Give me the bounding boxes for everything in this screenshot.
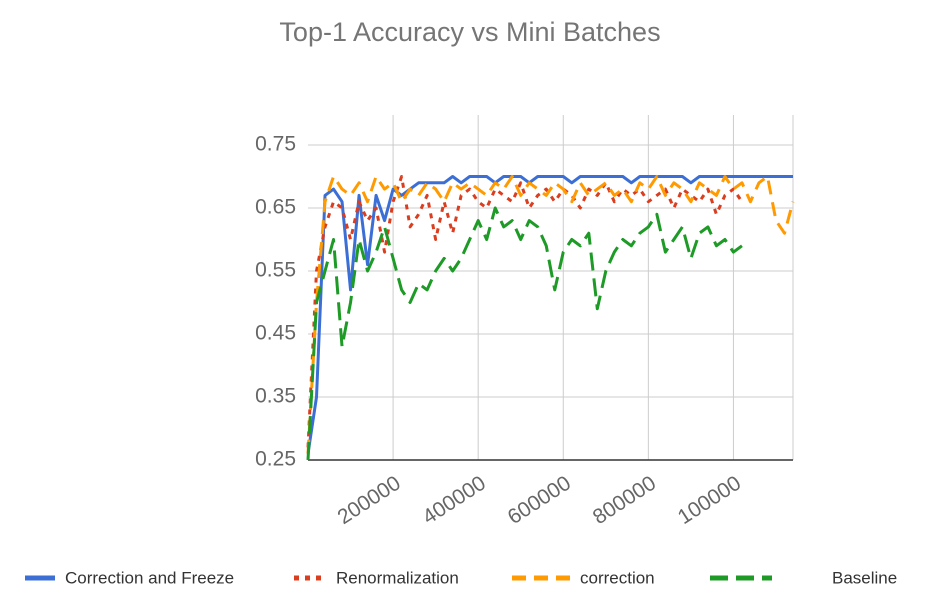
x-tick-label: 800000 bbox=[589, 472, 660, 529]
legend-label: Baseline bbox=[832, 568, 897, 587]
x-tick-label: 100000 bbox=[674, 472, 745, 529]
legend-label: correction bbox=[580, 568, 655, 587]
legend-label: Renormalization bbox=[336, 568, 459, 587]
y-tick-label: 0.25 bbox=[255, 448, 296, 471]
series-line bbox=[306, 175, 744, 448]
chart-title: Top-1 Accuracy vs Mini Batches bbox=[279, 17, 660, 47]
series-line bbox=[306, 206, 743, 461]
x-tick-label: 600000 bbox=[504, 472, 575, 529]
legend-label: Correction and Freeze bbox=[65, 568, 234, 587]
series-line bbox=[306, 175, 793, 454]
x-tick-label: 400000 bbox=[419, 472, 490, 529]
series-line bbox=[306, 175, 795, 454]
y-tick-label: 0.35 bbox=[255, 385, 296, 408]
y-tick-label: 0.45 bbox=[255, 322, 296, 345]
y-tick-label: 0.65 bbox=[255, 196, 296, 219]
y-tick-label: 0.75 bbox=[255, 133, 296, 156]
x-tick-label: 200000 bbox=[334, 472, 405, 529]
y-tick-label: 0.55 bbox=[255, 259, 296, 282]
